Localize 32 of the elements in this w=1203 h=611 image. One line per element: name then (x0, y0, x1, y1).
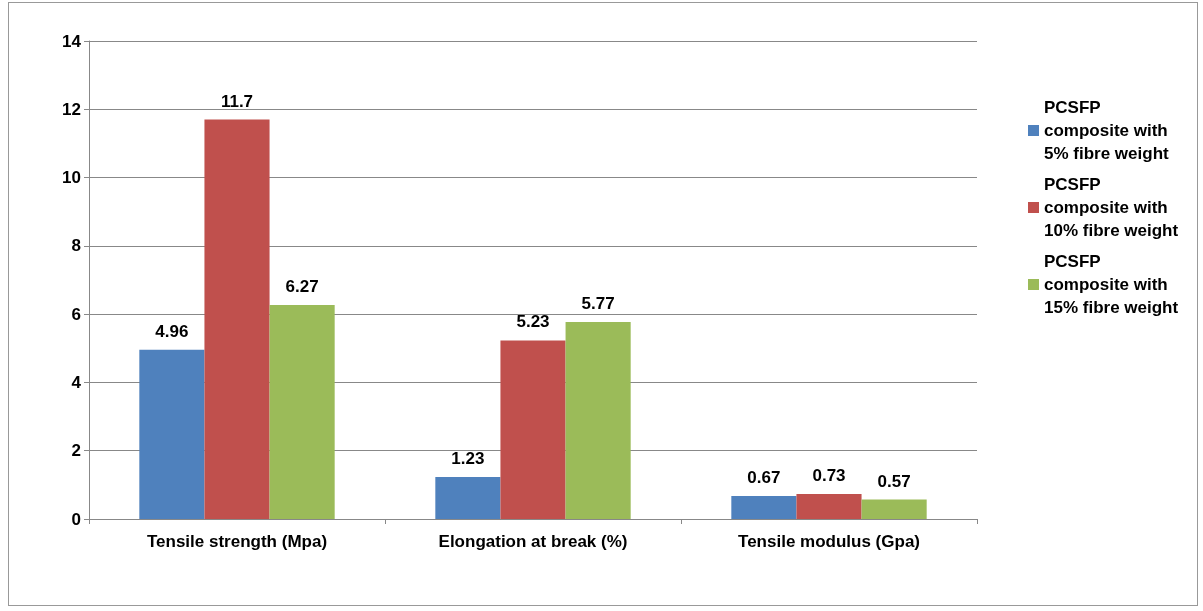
legend-label: PCSFP composite with 5% fibre weight (1044, 98, 1173, 163)
y-tick-label: 12 (62, 99, 81, 119)
y-tick-label: 14 (62, 31, 82, 51)
data-label: 0.57 (877, 471, 911, 491)
bar (796, 494, 862, 519)
data-label: 11.7 (220, 91, 254, 111)
bar (731, 496, 797, 519)
bar (139, 349, 205, 519)
data-label: 6.27 (285, 276, 319, 296)
x-tick-label: Tensile modulus (Gpa) (738, 532, 920, 551)
data-label: 0.67 (747, 468, 781, 488)
bar (435, 477, 501, 519)
bar (861, 499, 927, 519)
data-label: 4.96 (155, 321, 189, 341)
data-label: 0.73 (812, 466, 846, 486)
y-tick-label: 6 (71, 304, 81, 324)
legend-label: PCSFP composite with 15% fibre weight (1044, 252, 1179, 317)
x-tick-label: Elongation at break (%) (438, 532, 628, 551)
y-tick-label: 8 (71, 236, 81, 256)
y-tick-label: 0 (71, 509, 81, 529)
legend-label: PCSFP composite with 10% fibre weight (1044, 175, 1179, 240)
data-label: 5.77 (581, 294, 615, 313)
data-label: 1.23 (451, 449, 485, 468)
bar (204, 119, 270, 519)
y-tick-label: 4 (71, 372, 82, 392)
bar (565, 322, 631, 519)
x-tick-label: Tensile strength (Mpa) (146, 532, 328, 551)
data-label: 5.23 (516, 312, 550, 332)
y-tick-label: 10 (62, 168, 81, 188)
bar (500, 340, 566, 519)
y-tick-label: 2 (71, 441, 81, 461)
bar (269, 304, 335, 519)
